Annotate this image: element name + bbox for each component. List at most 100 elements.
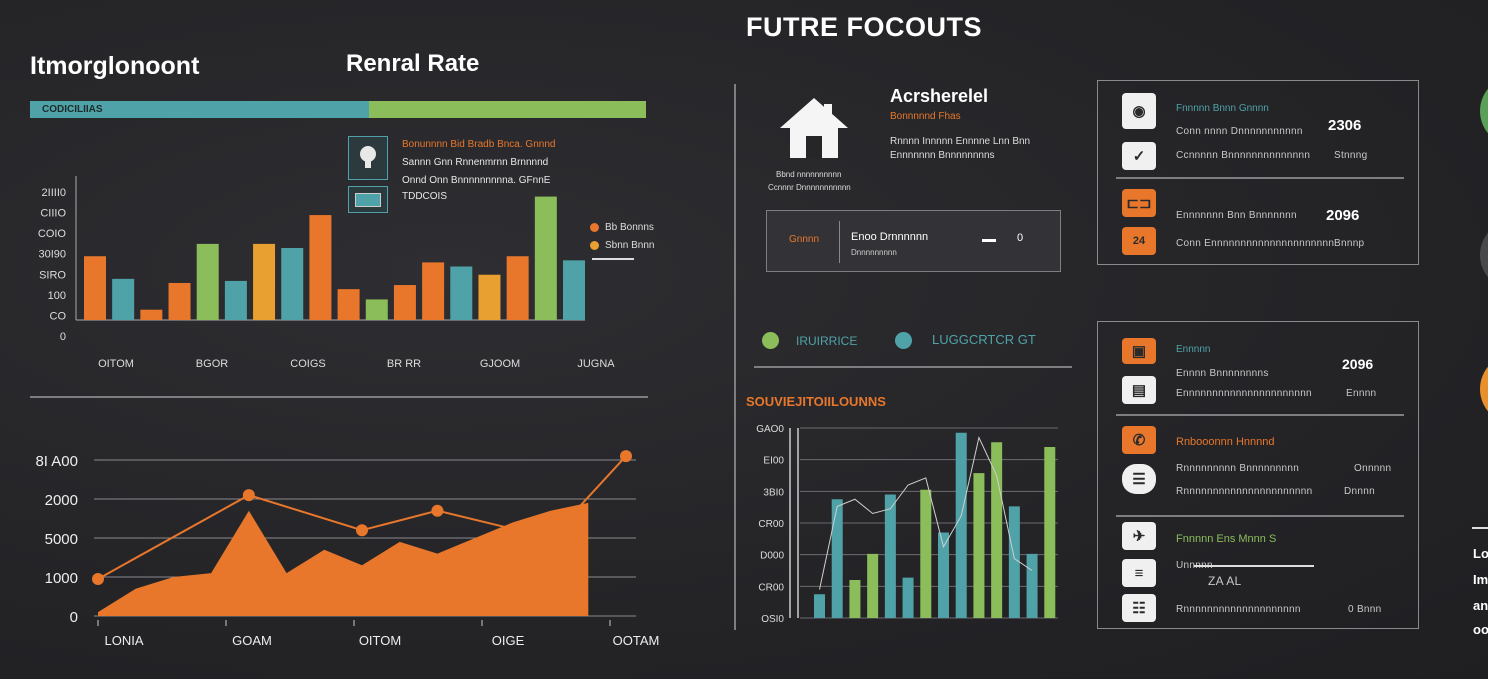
bar bbox=[867, 553, 879, 618]
stats1-label-3: Ennnnnnn Bnn Bnnnnnnn bbox=[1176, 210, 1297, 221]
y-tick-label: 30I90 bbox=[38, 249, 66, 261]
bar bbox=[849, 580, 861, 618]
chat-icon: ☰ bbox=[1122, 464, 1156, 494]
y-tick-label: CO bbox=[50, 310, 67, 322]
left-subtitle: Renral Rate bbox=[346, 50, 480, 77]
house-caption-2: Ccnnnr Dnnnnnnnnnnn bbox=[768, 183, 851, 192]
y-tick-label: 0 bbox=[70, 609, 78, 626]
vertical-divider bbox=[734, 84, 736, 630]
side-text-1: Lo bbox=[1473, 546, 1488, 561]
legend-teal-dot bbox=[895, 332, 912, 349]
info-line-3: Onnd Onn Bnnnnnnnnna. GFnnE bbox=[402, 175, 551, 186]
stats2-value-1: 2096 bbox=[1342, 356, 1374, 372]
bar bbox=[814, 594, 825, 618]
bar bbox=[196, 243, 219, 320]
stats1-value-1: 2306 bbox=[1328, 117, 1362, 134]
progress-bar: CODICILIIAS bbox=[30, 101, 646, 118]
x-tick-label: LONIA bbox=[104, 633, 143, 648]
legend-line bbox=[592, 258, 634, 260]
progress-label: CODICILIIAS bbox=[42, 104, 103, 115]
x-tick-label: COIGS bbox=[290, 358, 325, 370]
bar bbox=[991, 442, 1003, 618]
stats1-value-2: Stnnng bbox=[1334, 150, 1368, 161]
right-header-line-1: Rnnnn Innnnn Ennnne Lnn Bnn bbox=[890, 136, 1031, 147]
y-tick-label: EI00 bbox=[763, 456, 784, 467]
stats2-divider-2 bbox=[1116, 515, 1404, 517]
y-tick-label: 2IIII0 bbox=[42, 187, 66, 199]
mid-label: SOUVIEJITOIILOUNNS bbox=[746, 394, 886, 409]
x-tick-label: GOAM bbox=[232, 633, 272, 648]
stats1-label-1: Fnnnnn Bnnn Gnnnn bbox=[1176, 103, 1269, 114]
bar bbox=[478, 274, 501, 320]
bar bbox=[365, 299, 388, 320]
x-tick-label: OITOM bbox=[359, 633, 401, 648]
info-line-1: Bonunnnn Bid Bradb Bnca. Gnnnd bbox=[402, 139, 556, 150]
y-tick-label: GAO0 bbox=[756, 424, 784, 435]
bar bbox=[534, 196, 557, 320]
bar bbox=[884, 494, 896, 618]
stats2-sub-4: Rnnnnnnnnnnnnnnnnnnnnnn bbox=[1176, 486, 1313, 497]
line-point bbox=[431, 504, 444, 517]
y-tick-label: CR00 bbox=[758, 519, 784, 530]
phone-icon: ✆ bbox=[1122, 426, 1156, 454]
bar bbox=[938, 532, 949, 618]
message-icon: ☷ bbox=[1122, 594, 1156, 622]
left-title: Itmorglonoont bbox=[30, 52, 200, 80]
bar bbox=[955, 432, 967, 618]
check-icon: ✓ bbox=[1122, 142, 1156, 170]
stats1-value-4: Bnnnp bbox=[1334, 238, 1365, 249]
input-label: Gnnnn bbox=[789, 234, 820, 245]
bar bbox=[506, 256, 529, 320]
bar bbox=[563, 260, 585, 320]
side-circle-green bbox=[1480, 76, 1488, 146]
side-text-4: oo bbox=[1473, 622, 1488, 637]
input-value: 0 bbox=[1017, 232, 1024, 244]
bulb-icon bbox=[348, 136, 388, 180]
input-box[interactable]: Gnnnn Enoo Drnnnnnn Dnnnnnnnnn 0 bbox=[766, 210, 1061, 272]
input-sub: Dnnnnnnnnn bbox=[851, 248, 897, 257]
input-dash bbox=[982, 239, 996, 242]
y-tick-label: CIIIO bbox=[40, 208, 66, 220]
line-point bbox=[620, 450, 632, 463]
stats-box-2: ▣ Ennnnn 2096 Ennnn Bnnnnnnnns ▤ Ennnnnn… bbox=[1097, 321, 1419, 629]
x-tick-label: OIGE bbox=[492, 633, 525, 648]
stats2-label-3: Rnbooonnn Hnnnnd bbox=[1176, 436, 1275, 448]
y-tick-label: COIO bbox=[38, 228, 67, 240]
side-line bbox=[1472, 527, 1488, 529]
right-header-line-2: Ennnnnnn Bnnnnnnnns bbox=[890, 150, 995, 161]
list-icon: ≡ bbox=[1122, 559, 1156, 587]
line-point bbox=[356, 524, 368, 537]
bar bbox=[84, 256, 106, 320]
stats2-label-1: Ennnnn bbox=[1176, 344, 1211, 355]
legend-green-dot bbox=[762, 332, 779, 349]
stats2-sub-3: Rnnnnnnnnn Bnnnnnnnnn bbox=[1176, 463, 1300, 474]
side-text-2: Im bbox=[1473, 572, 1488, 587]
bar bbox=[422, 262, 445, 320]
y-tick-label: 3BI0 bbox=[763, 487, 784, 498]
bar bbox=[281, 248, 304, 320]
y-tick-label: OSI0 bbox=[761, 614, 784, 625]
bar bbox=[168, 282, 191, 320]
legend-item-1: Bb Bonnns bbox=[590, 222, 654, 233]
stats2-value2-4: Dnnnn bbox=[1344, 486, 1375, 497]
bird-icon: ✈ bbox=[1122, 522, 1156, 550]
y-tick-label: 0 bbox=[60, 331, 66, 343]
y-tick-label: 1000 bbox=[45, 570, 78, 587]
y-tick-label: 100 bbox=[48, 290, 66, 302]
y-tick-label: SIRO bbox=[39, 269, 66, 281]
bar bbox=[1008, 506, 1020, 618]
progress-fill bbox=[30, 101, 369, 118]
stats1-sub-2: Ccnnnnn Bnnnnnnnnnnnnnn bbox=[1176, 150, 1311, 161]
bar bbox=[140, 309, 163, 320]
stats2-value2-2: Ennnn bbox=[1346, 388, 1377, 399]
area-series bbox=[98, 502, 589, 616]
bar bbox=[337, 289, 360, 320]
line-point bbox=[544, 532, 557, 544]
bar bbox=[253, 243, 276, 320]
stats1-sub-4: Conn Ennnnnnnnnnnnnnnnnnnnn bbox=[1176, 238, 1335, 249]
stats2-slider[interactable] bbox=[1194, 565, 1314, 567]
x-tick-label: JUGNA bbox=[577, 358, 615, 370]
bar bbox=[831, 499, 843, 618]
stats1-value-3: 2096 bbox=[1326, 207, 1360, 224]
bar-chart-top-left: 0 CO 100 SIRO 30I90 COIO CIIIO 2IIII0 OITOM BGOR C… bbox=[38, 176, 615, 370]
